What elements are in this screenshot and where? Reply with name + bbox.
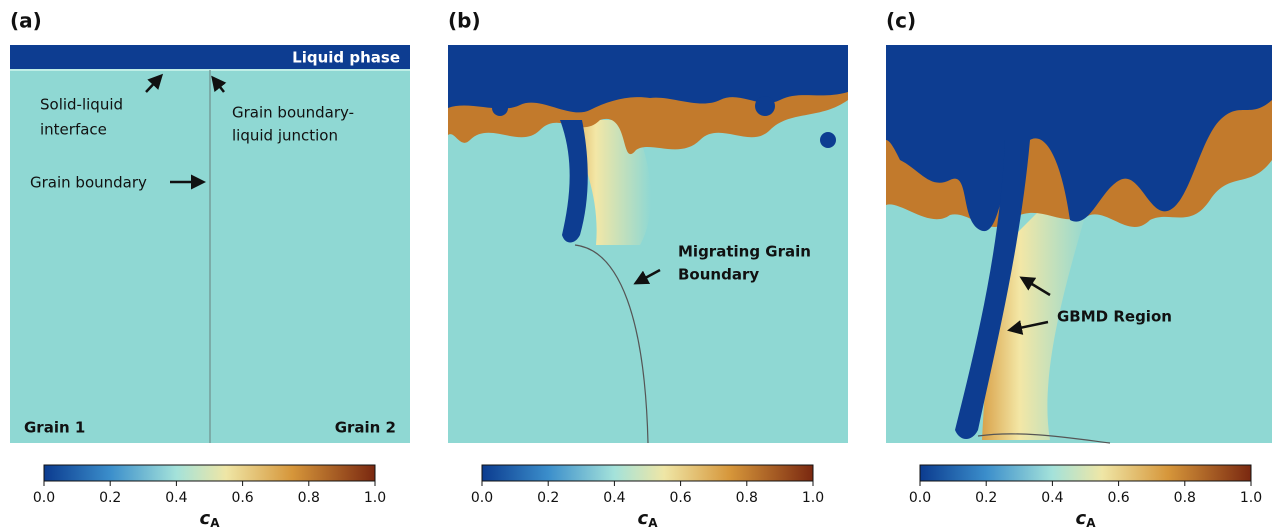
tick-label: 0.2 [537, 490, 559, 506]
tick-label: 0.4 [165, 490, 187, 506]
annotation: Solid-liquid [40, 96, 123, 114]
colorbar-label-symbol: c [1076, 508, 1087, 529]
annotation: Grain boundary [30, 174, 147, 192]
colorbar-label-subscript: A [648, 516, 658, 530]
tick-label: 0.6 [669, 490, 691, 506]
tick-label: 0.8 [298, 490, 320, 506]
colorbar-label: cA [1076, 508, 1097, 530]
annotation: interface [40, 121, 107, 139]
colorbar [920, 465, 1251, 481]
tick-label: 0.6 [1107, 490, 1129, 506]
annotation: GBMD Region [1057, 308, 1172, 326]
panel-label: (a) [10, 9, 42, 33]
panel-label: (b) [448, 9, 481, 33]
panel-c [886, 45, 1272, 443]
annotation: Grain boundary- [232, 104, 354, 122]
annotation: liquid junction [232, 127, 338, 145]
tick-label: 0.6 [231, 490, 253, 506]
tick-label: 0.0 [33, 490, 55, 506]
colorbar-label-symbol: c [638, 508, 649, 529]
tick-label: 0.0 [471, 490, 493, 506]
tick-label: 0.4 [603, 490, 625, 506]
figure: (a) Liquid phase Solid-liquid interface Grai… [0, 0, 1272, 530]
colorbar-label-symbol: c [200, 508, 211, 529]
annotation: Grain 1 [24, 419, 85, 437]
tick-label: 1.0 [1240, 490, 1262, 506]
colorbar-label: cA [638, 508, 659, 530]
annotation: Liquid phase [292, 49, 400, 67]
tick-label: 0.0 [909, 490, 931, 506]
annotation: Grain 2 [335, 419, 396, 437]
tick-label: 1.0 [802, 490, 824, 506]
annotation: Migrating Grain [678, 243, 811, 261]
tick-label: 1.0 [364, 490, 386, 506]
colorbar [44, 465, 375, 481]
tick-label: 0.2 [99, 490, 121, 506]
tick-label: 0.8 [1174, 490, 1196, 506]
tick-label: 0.4 [1041, 490, 1063, 506]
annotation: Boundary [678, 266, 759, 284]
colorbar-label: cA [200, 508, 221, 530]
panel-label: (c) [886, 9, 916, 33]
colorbar-label-subscript: A [210, 516, 220, 530]
colorbar [482, 465, 813, 481]
tick-label: 0.2 [975, 490, 997, 506]
colorbar-label-subscript: A [1086, 516, 1096, 530]
tick-label: 0.8 [736, 490, 758, 506]
